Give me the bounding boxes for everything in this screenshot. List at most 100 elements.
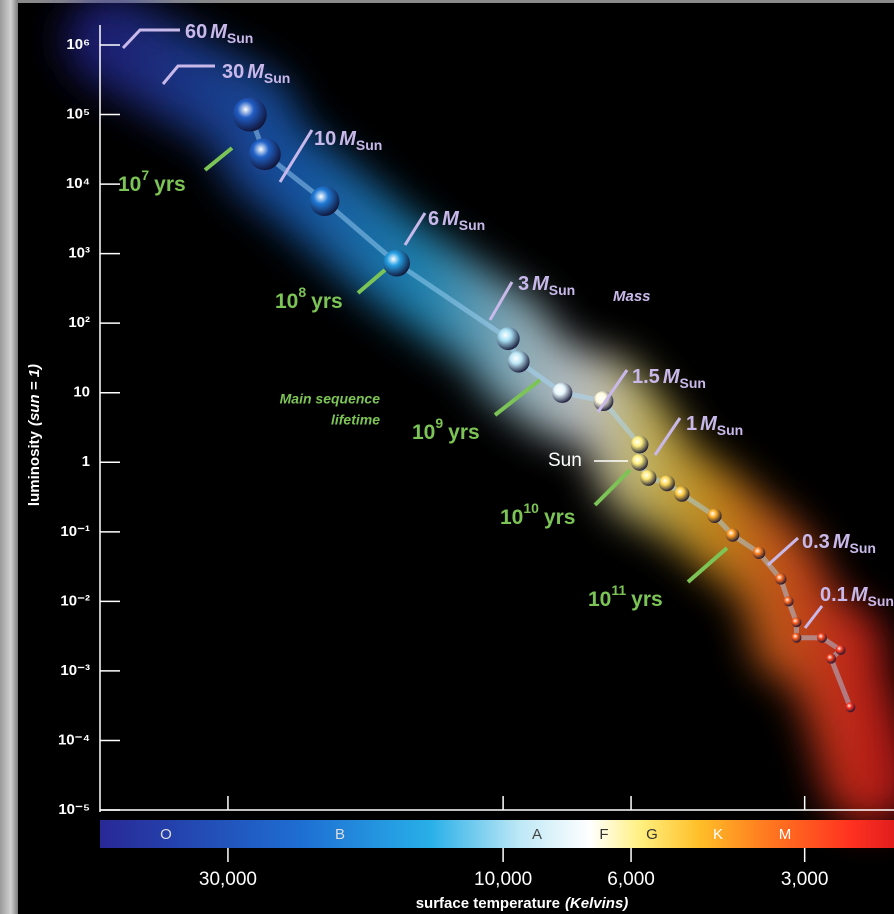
y-tick-label: 10 <box>73 384 90 401</box>
y-tick-label: 10² <box>68 314 90 331</box>
lifetime-unit: yrs <box>154 173 186 196</box>
y-tick-label: 10⁻¹ <box>60 523 90 540</box>
mass-unit: M <box>210 21 228 43</box>
star <box>725 528 740 542</box>
spectral-class: G <box>646 826 658 843</box>
mass-unit: M <box>532 273 550 295</box>
mass-leader <box>803 605 824 629</box>
star <box>791 617 802 628</box>
lifetime-exponent: 7 <box>141 167 149 183</box>
x-axis-label: surface temperature (Kelvins) <box>416 895 629 912</box>
sun-label: Sun <box>548 450 582 471</box>
spectral-class: A <box>532 826 542 843</box>
star <box>816 632 827 643</box>
mass-leader <box>278 129 314 183</box>
star <box>232 97 267 132</box>
frame-top <box>18 0 894 3</box>
lifetime-label: 1010 yrs <box>500 500 575 529</box>
y-tick-label: 10³ <box>68 245 90 262</box>
x-tick-label: 6,000 <box>607 869 655 890</box>
mass-label: 0.3 MSun <box>802 531 876 555</box>
lifetime-leader <box>593 468 632 507</box>
mass-unit-sub: Sun <box>356 137 382 153</box>
lifetime-label: 107 yrs <box>118 167 186 196</box>
mass-unit: M <box>851 584 869 606</box>
y-tick-label: 1 <box>82 453 90 470</box>
star <box>630 435 649 454</box>
star <box>640 469 657 486</box>
spectral-class: O <box>160 826 172 843</box>
lifetime-base: 10 <box>118 173 141 196</box>
spectral-class: K <box>713 826 723 843</box>
y-tick-label: 10⁶ <box>66 36 90 53</box>
lifetime-exponent: 9 <box>435 415 443 431</box>
x-tick-label: 3,000 <box>781 869 829 890</box>
x-tick-label: 30,000 <box>199 869 257 890</box>
mass-unit-sub: Sun <box>679 375 705 391</box>
star <box>791 632 802 643</box>
star <box>775 573 787 585</box>
lifetime-leader <box>203 146 234 172</box>
mass-unit-sub: Sun <box>849 540 875 556</box>
lifetime-leader <box>493 378 542 417</box>
mass-unit-sub: Sun <box>459 217 485 233</box>
mass-leader <box>596 369 629 413</box>
mass-label: 6 MSun <box>428 208 485 232</box>
mass-value: 10 <box>314 128 336 150</box>
mass-label: 0.1 MSun <box>820 584 894 608</box>
lifetime-unit: yrs <box>448 421 480 444</box>
mass-label: 60 MSun <box>185 21 253 45</box>
star <box>551 382 573 403</box>
lifetime-leader <box>686 546 729 584</box>
star <box>631 453 649 471</box>
lifetime-title: lifetime <box>331 412 380 428</box>
lifetime-base: 10 <box>588 588 611 611</box>
mass-value: 0.1 <box>820 584 848 606</box>
mass-unit: M <box>833 531 851 553</box>
mass-leader <box>161 64 215 85</box>
spectral-class: F <box>599 826 608 843</box>
spectral-bar <box>100 820 894 848</box>
mass-label: 1.5 MSun <box>632 366 706 390</box>
y-axis-label: luminosity (sun = 1) <box>26 364 43 506</box>
lifetime-label: 1011 yrs <box>588 582 663 611</box>
spectral-class: B <box>335 826 345 843</box>
star <box>309 186 340 216</box>
star <box>826 653 837 664</box>
star <box>248 138 281 171</box>
mass-unit: M <box>700 413 718 435</box>
mass-value: 3 <box>518 273 529 295</box>
star <box>496 327 520 351</box>
mass-unit: M <box>442 208 460 230</box>
mass-unit: M <box>339 128 357 150</box>
mass-unit-sub: Sun <box>227 30 253 46</box>
lifetime-title: Main sequence <box>280 391 381 407</box>
star <box>835 644 846 655</box>
lifetime-unit: yrs <box>311 290 343 313</box>
y-tick-label: 10⁻⁵ <box>58 801 90 818</box>
lifetime-label: 109 yrs <box>412 415 480 444</box>
mass-leader <box>403 212 427 246</box>
mass-label: 10 MSun <box>314 128 382 152</box>
y-axis-label-italic: (sun = 1) <box>26 364 43 426</box>
mass-unit-sub: Sun <box>717 422 743 438</box>
mass-unit-sub: Sun <box>549 282 575 298</box>
star <box>707 508 722 523</box>
mass-label: 1 MSun <box>686 413 743 437</box>
lifetime-label: 108 yrs <box>275 284 343 313</box>
star <box>674 486 690 502</box>
mass-unit-sub: Sun <box>867 593 893 609</box>
mass-label: 3 MSun <box>518 273 575 297</box>
mass-value: 0.3 <box>802 531 830 553</box>
mass-value: 1 <box>686 413 697 435</box>
mass-unit: M <box>663 366 681 388</box>
mass-leader <box>653 417 682 456</box>
mass-leader <box>766 536 800 567</box>
mass-leader <box>121 28 180 50</box>
star <box>752 546 766 560</box>
mass-leader <box>488 281 514 321</box>
lifetime-exponent: 10 <box>523 500 539 516</box>
